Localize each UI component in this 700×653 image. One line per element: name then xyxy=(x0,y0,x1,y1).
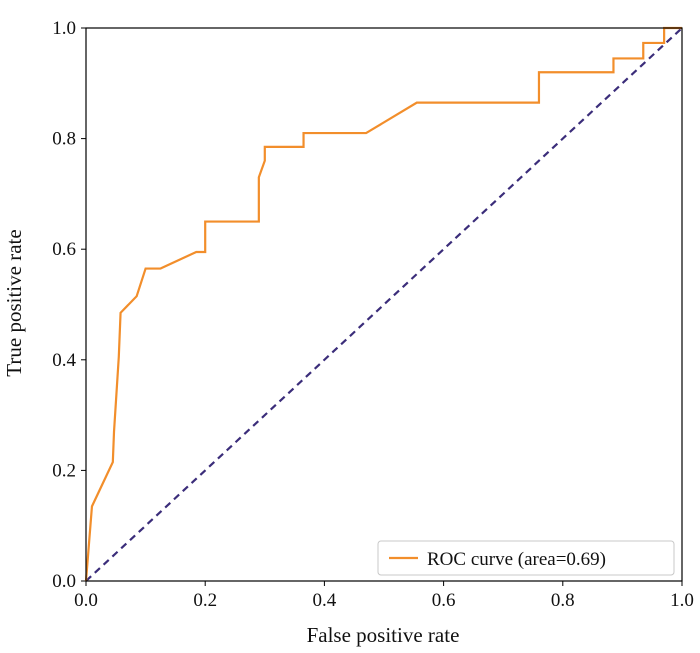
axis-ticks: 0.0 0.2 0.4 0.6 0.8 1.0 0.0 0.2 0.4 0.6 0.8 1.0 xyxy=(52,18,694,611)
x-tick-label: 0.2 xyxy=(193,590,217,611)
y-tick-label: 0.8 xyxy=(52,129,76,150)
plot-series xyxy=(84,26,683,582)
chance-diagonal-line xyxy=(85,27,683,582)
x-axis-label: False positive rate xyxy=(307,623,460,647)
y-tick-label: 0.4 xyxy=(52,350,76,371)
x-tick-label: 0.6 xyxy=(432,590,456,611)
x-tick-label: 0.4 xyxy=(313,590,337,611)
x-tick-label: 1.0 xyxy=(670,590,694,611)
y-tick-label: 1.0 xyxy=(52,18,76,39)
roc-curve-line xyxy=(84,26,682,582)
x-tick-label: 0.0 xyxy=(74,590,98,611)
legend: ROC curve (area=0.69) xyxy=(377,540,675,576)
y-tick-label: 0.6 xyxy=(52,239,76,260)
plot-frame xyxy=(85,27,683,582)
legend-roc-label: ROC curve (area=0.69) xyxy=(427,549,606,570)
y-tick-label: 0.2 xyxy=(52,460,76,481)
y-axis-label: True positive rate xyxy=(2,229,26,376)
legend-box xyxy=(377,540,675,576)
x-tick-label: 0.8 xyxy=(551,590,575,611)
y-tick-label: 0.0 xyxy=(52,571,76,592)
